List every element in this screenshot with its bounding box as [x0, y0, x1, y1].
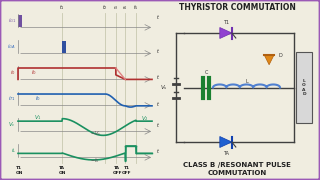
Text: $i_{T1}$: $i_{T1}$ [8, 94, 16, 103]
Text: $t$: $t$ [156, 13, 160, 21]
Text: $i_L$: $i_L$ [11, 146, 16, 155]
Polygon shape [264, 55, 274, 65]
Text: T1
ON: T1 ON [16, 166, 23, 175]
Text: L
O
A
D: L O A D [302, 79, 306, 96]
Text: $t$: $t$ [156, 121, 160, 129]
Bar [18, 15, 22, 27]
Text: $V_1$: $V_1$ [34, 113, 42, 122]
Text: $t_1$: $t_1$ [59, 3, 65, 12]
Text: $t_4$: $t_4$ [123, 4, 128, 12]
Text: $I_0$: $I_0$ [31, 68, 37, 77]
Text: $I_0$: $I_0$ [35, 94, 41, 103]
Text: $i_{GA}$: $i_{GA}$ [7, 42, 16, 51]
Polygon shape [220, 136, 232, 147]
Text: T1: T1 [223, 20, 229, 25]
Text: $t_2$: $t_2$ [102, 3, 108, 12]
Text: TA
ON: TA ON [59, 166, 66, 175]
Text: TA
OFF: TA OFF [112, 166, 122, 175]
Text: $t_5$: $t_5$ [133, 3, 139, 12]
Text: T1
OFF: T1 OFF [122, 166, 131, 175]
Text: $t$: $t$ [156, 147, 160, 155]
Text: THYRISTOR COMMUTATION: THYRISTOR COMMUTATION [179, 3, 295, 12]
Text: COMMUTATION: COMMUTATION [207, 170, 267, 176]
Text: C: C [204, 71, 208, 75]
Text: CLASS B /RESONANT PULSE: CLASS B /RESONANT PULSE [183, 162, 291, 168]
Text: TA: TA [223, 151, 229, 156]
Text: $V_c$: $V_c$ [8, 120, 16, 129]
Text: $V_s$: $V_s$ [160, 83, 168, 92]
Text: $-V_c$: $-V_c$ [90, 129, 101, 138]
Text: $V_2$: $V_2$ [141, 114, 149, 123]
Text: $t$: $t$ [156, 100, 160, 108]
Bar [62, 41, 66, 53]
Text: $t$: $t$ [156, 47, 160, 55]
Bar [296, 52, 312, 123]
Text: D: D [278, 53, 282, 58]
Polygon shape [220, 28, 232, 39]
Text: $t_3$: $t_3$ [113, 4, 118, 12]
Text: $i_0$: $i_0$ [11, 68, 16, 77]
Text: $i_{G1}$: $i_{G1}$ [8, 16, 16, 25]
Text: $-I_0$: $-I_0$ [90, 156, 99, 165]
Text: $t$: $t$ [156, 73, 160, 81]
Text: L: L [245, 79, 248, 84]
